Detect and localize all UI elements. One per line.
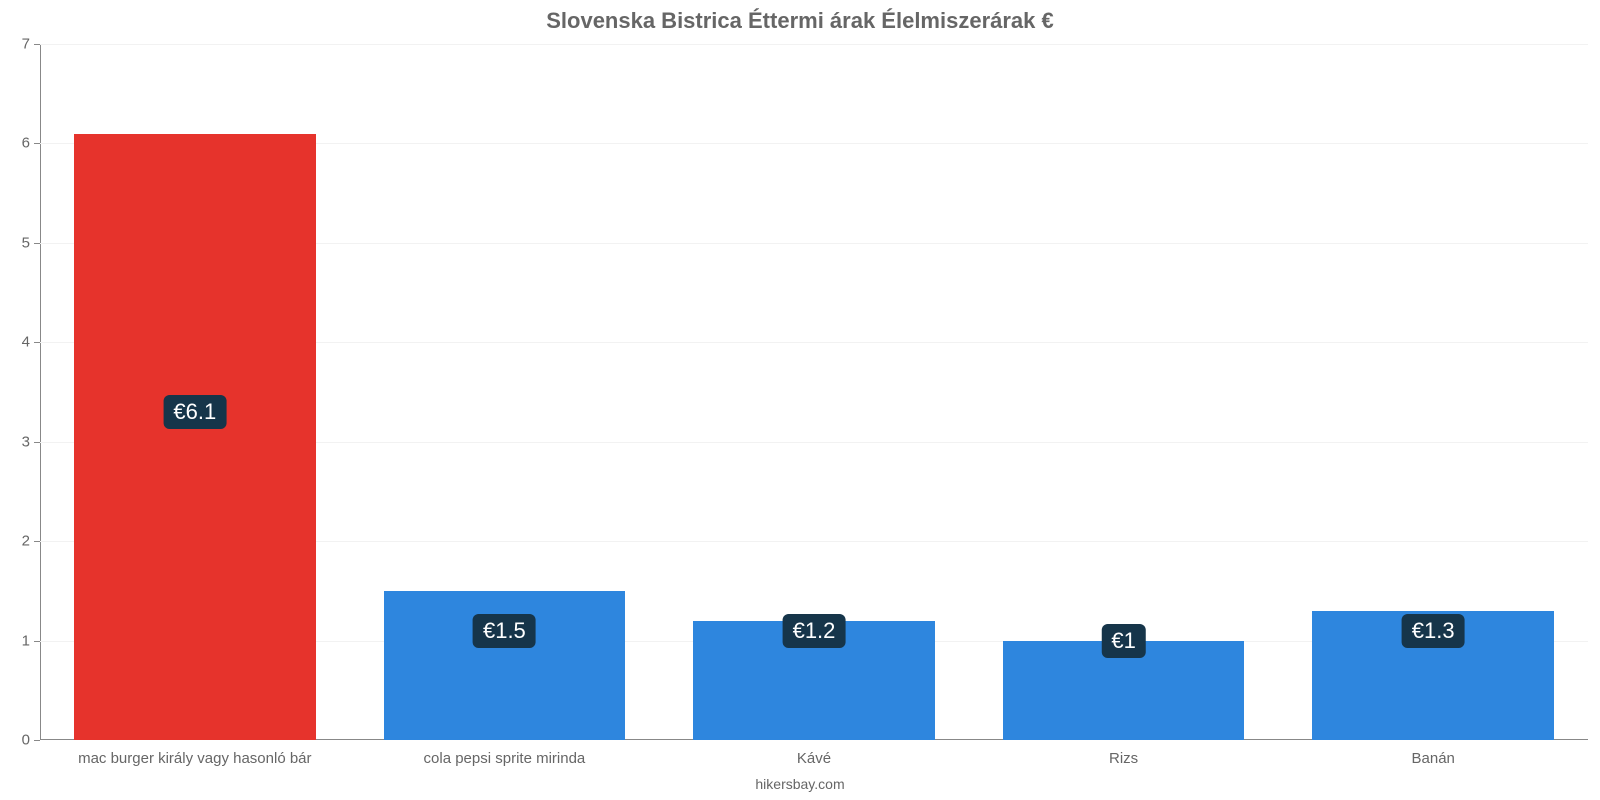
y-tick-label: 7 [22, 36, 40, 53]
y-tick-label: 2 [22, 533, 40, 550]
source-label: hikersbay.com [755, 776, 844, 792]
gridline [40, 44, 1588, 45]
y-tick-label: 1 [22, 632, 40, 649]
bar [74, 134, 315, 741]
bar-value-label: €1.5 [473, 614, 536, 648]
y-tick-label: 3 [22, 433, 40, 450]
y-tick-label: 4 [22, 334, 40, 351]
plot-area: 01234567€6.1mac burger király vagy hason… [40, 44, 1588, 740]
x-category-label: Kávé [797, 740, 831, 767]
bar-value-label: €6.1 [163, 395, 226, 429]
bar-value-label: €1.2 [783, 614, 846, 648]
x-category-label: Rizs [1109, 740, 1138, 767]
x-category-label: cola pepsi sprite mirinda [424, 740, 586, 767]
y-tick-label: 5 [22, 234, 40, 251]
y-axis-line [40, 44, 41, 740]
bar-value-label: €1 [1101, 624, 1145, 658]
bar-value-label: €1.3 [1402, 614, 1465, 648]
x-category-label: mac burger király vagy hasonló bár [78, 740, 311, 767]
price-bar-chart: Slovenska Bistrica Éttermi árak Élelmisz… [0, 0, 1600, 800]
y-tick-label: 0 [22, 732, 40, 749]
y-tick-label: 6 [22, 135, 40, 152]
x-category-label: Banán [1412, 740, 1455, 767]
chart-title: Slovenska Bistrica Éttermi árak Élelmisz… [0, 8, 1600, 34]
